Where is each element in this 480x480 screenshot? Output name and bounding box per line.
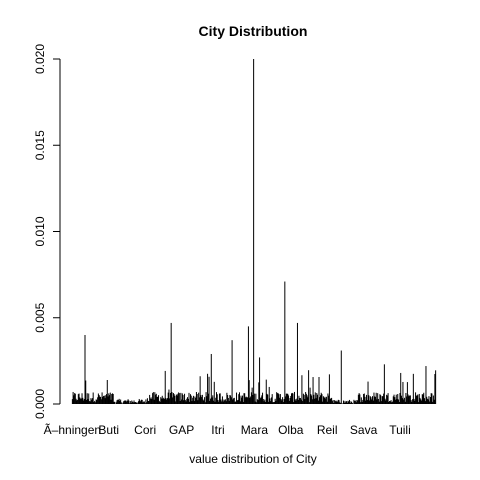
bars bbox=[71, 59, 437, 404]
x-tick-label: Ã–hningen bbox=[44, 423, 101, 437]
x-tick-label: Mara bbox=[241, 423, 269, 437]
chart-title: City Distribution bbox=[199, 23, 308, 39]
x-axis-title: value distribution of City bbox=[189, 452, 316, 466]
y-tick-label: 0.015 bbox=[33, 130, 47, 160]
x-tick-label: Cori bbox=[134, 423, 156, 437]
y-tick-label: 0.010 bbox=[33, 216, 47, 246]
y-tick-label: 0.000 bbox=[33, 389, 47, 419]
y-axis: 0.000 0.005 0.010 0.015 0.020 bbox=[33, 44, 61, 419]
x-tick-label: GAP bbox=[169, 423, 194, 437]
x-tick-label: Buti bbox=[98, 423, 119, 437]
x-tick-label: Itri bbox=[211, 423, 224, 437]
x-tick-label: Tuili bbox=[389, 423, 411, 437]
x-tick-label: Olba bbox=[278, 423, 304, 437]
y-tick-label: 0.005 bbox=[33, 302, 47, 332]
y-tick-label: 0.020 bbox=[33, 44, 47, 74]
x-tick-label: Sava bbox=[350, 423, 378, 437]
x-tick-label: Reil bbox=[317, 423, 338, 437]
